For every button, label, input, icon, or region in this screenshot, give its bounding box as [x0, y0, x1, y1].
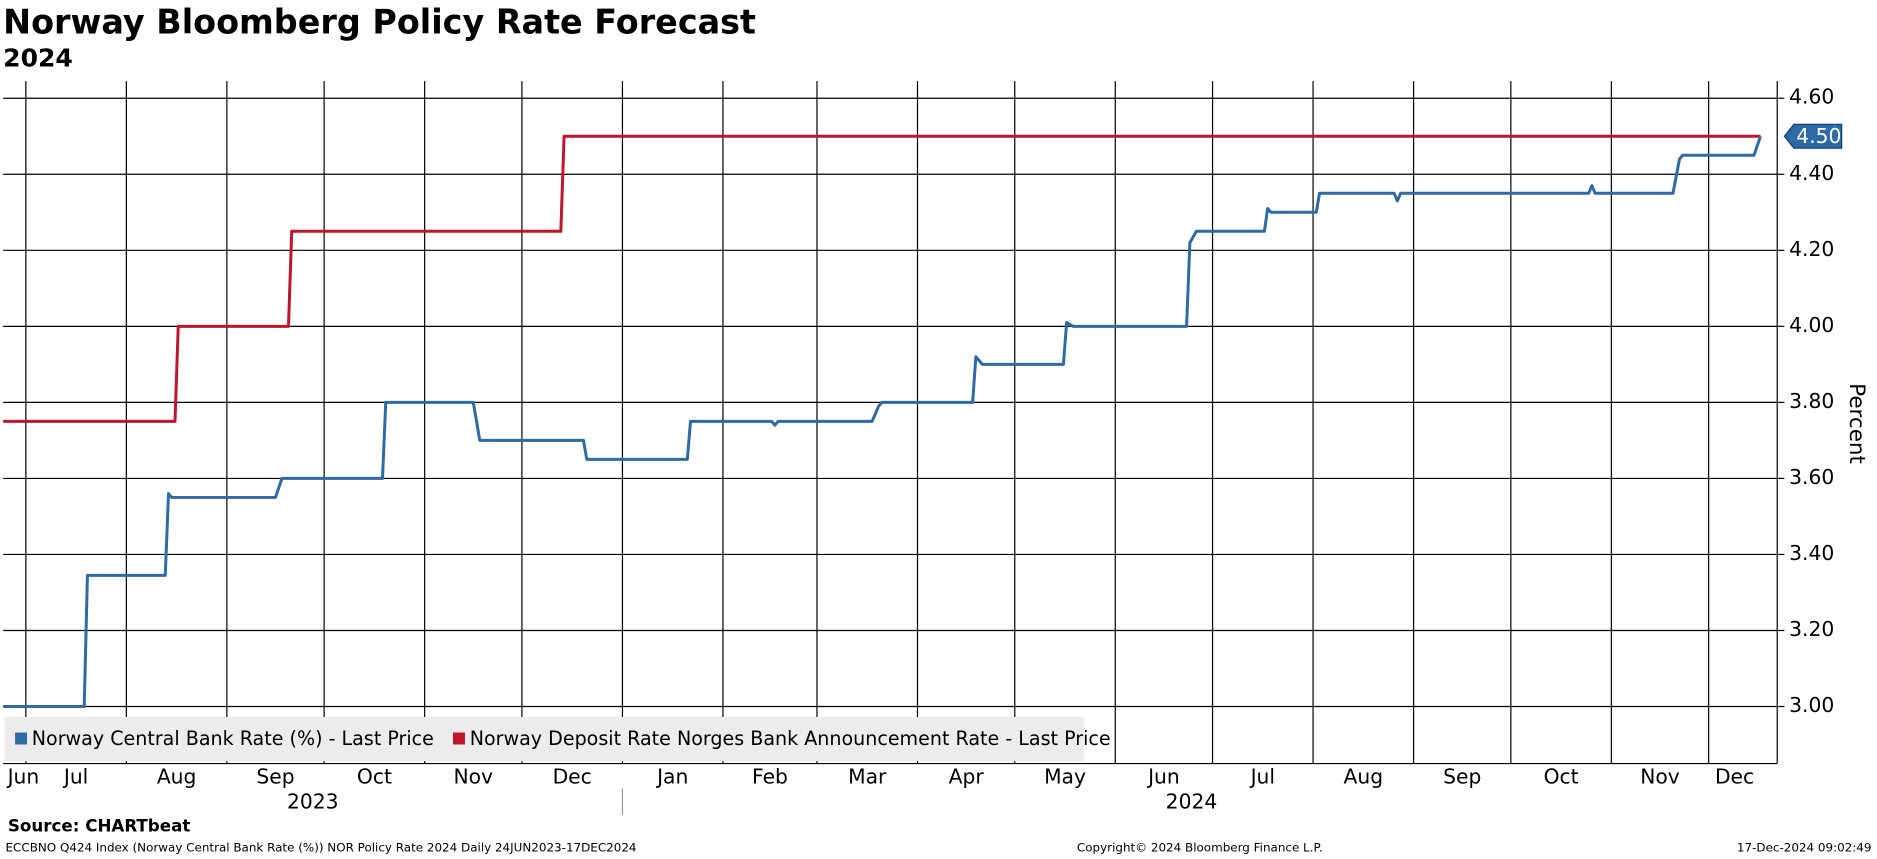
- footer-center: Copyright© 2024 Bloomberg Finance L.P.: [1077, 841, 1323, 855]
- x-tick-label: Aug: [1344, 764, 1384, 788]
- x-tick-label: Dec: [1715, 764, 1754, 788]
- last-value-tag: [1783, 123, 1843, 149]
- y-tick-label: 4.60: [1789, 85, 1834, 109]
- x-tick-label: Oct: [357, 764, 392, 788]
- x-tick-label: Nov: [1640, 764, 1680, 788]
- y-tick-label: 4.40: [1789, 161, 1834, 185]
- legend: Norway Central Bank Rate (%) - Last Pric…: [4, 717, 1111, 762]
- chart-title: Norway Bloomberg Policy Rate Forecast: [3, 2, 756, 41]
- legend-background: [4, 717, 1085, 762]
- x-tick-label: Oct: [1544, 764, 1579, 788]
- legend-label: Norway Deposit Rate Norges Bank Announce…: [470, 728, 1111, 750]
- legend-swatch: [453, 732, 465, 745]
- legend-label: Norway Central Bank Rate (%) - Last Pric…: [32, 728, 434, 750]
- x-tick-label: Dec: [553, 764, 592, 788]
- source: Source: CHARTbeat: [8, 815, 190, 835]
- y-tick-label: 3.00: [1789, 693, 1834, 717]
- series-line: [3, 135, 1762, 709]
- x-tick-label: Jun: [6, 764, 40, 788]
- y-tick-label: 3.80: [1789, 389, 1834, 413]
- footer-right: 17-Dec-2024 09:02:49: [1737, 841, 1872, 855]
- y-tick-label: 3.20: [1789, 617, 1834, 641]
- x-tick-label: Jun: [1146, 764, 1180, 788]
- chart-subtitle: 2024: [3, 44, 73, 73]
- year-label: 2023: [287, 789, 339, 813]
- x-tick-label: Apr: [949, 764, 985, 788]
- x-tick-label: Aug: [157, 764, 197, 788]
- x-tick-label: Mar: [848, 764, 887, 788]
- y-tick-label: 4.20: [1789, 237, 1834, 261]
- last-value-label: 4.50: [1796, 124, 1841, 148]
- x-tick-label: Nov: [454, 764, 494, 788]
- x-tick-label: Jan: [655, 764, 688, 788]
- x-tick-label: Feb: [752, 764, 788, 788]
- y-tick-label: 3.60: [1789, 465, 1834, 489]
- x-tick-label: Jul: [1249, 764, 1275, 788]
- series-line: [3, 134, 1761, 423]
- footer-left: ECCBNO Q424 Index (Norway Central Bank R…: [6, 841, 637, 855]
- year-label: 2024: [1166, 789, 1218, 813]
- x-tick-label: Jul: [62, 764, 88, 788]
- y-axis-label: Percent: [1844, 383, 1869, 464]
- x-tick-label: Sep: [256, 764, 294, 788]
- y-tick-label: 3.40: [1789, 541, 1834, 565]
- legend-swatch: [15, 732, 28, 745]
- y-tick-label: 4.00: [1789, 313, 1834, 337]
- x-tick-label: May: [1044, 764, 1086, 788]
- x-tick-label: Sep: [1443, 764, 1481, 788]
